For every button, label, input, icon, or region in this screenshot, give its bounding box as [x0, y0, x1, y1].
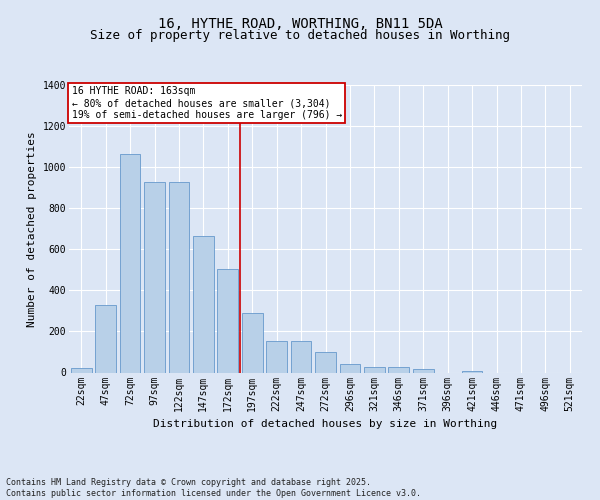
Bar — [388, 368, 409, 372]
Bar — [461, 371, 482, 372]
Bar — [242, 313, 263, 372]
Bar — [315, 352, 336, 372]
Bar — [144, 182, 165, 372]
Text: 16, HYTHE ROAD, WORTHING, BN11 5DA: 16, HYTHE ROAD, WORTHING, BN11 5DA — [158, 18, 442, 32]
Bar — [217, 269, 238, 372]
Bar — [413, 369, 434, 372]
Bar — [340, 364, 361, 372]
Bar — [119, 154, 140, 372]
Bar — [95, 304, 116, 372]
Y-axis label: Number of detached properties: Number of detached properties — [27, 131, 37, 326]
Bar — [364, 368, 385, 372]
Bar — [290, 340, 311, 372]
Bar — [193, 236, 214, 372]
Bar — [169, 182, 190, 372]
Text: Size of property relative to detached houses in Worthing: Size of property relative to detached ho… — [90, 28, 510, 42]
Text: Contains HM Land Registry data © Crown copyright and database right 2025.
Contai: Contains HM Land Registry data © Crown c… — [6, 478, 421, 498]
X-axis label: Distribution of detached houses by size in Worthing: Distribution of detached houses by size … — [154, 419, 497, 429]
Bar — [266, 340, 287, 372]
Text: 16 HYTHE ROAD: 163sqm
← 80% of detached houses are smaller (3,304)
19% of semi-d: 16 HYTHE ROAD: 163sqm ← 80% of detached … — [71, 86, 342, 120]
Bar — [71, 368, 92, 372]
